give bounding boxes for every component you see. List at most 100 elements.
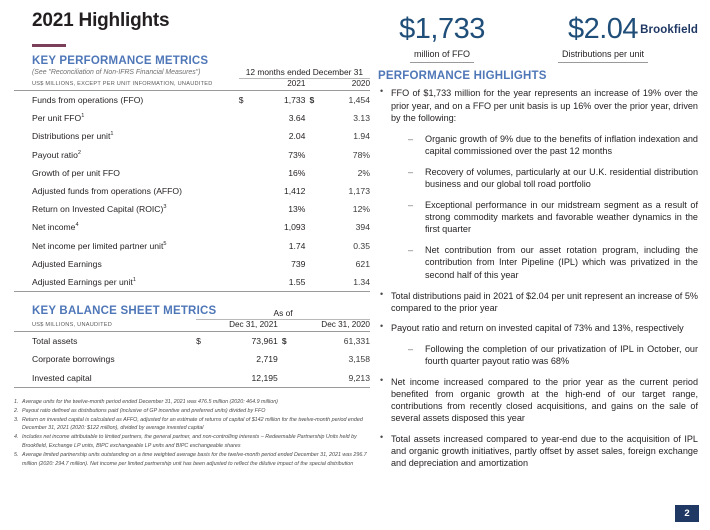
section-heading-kpm: KEY PERFORMANCE METRICS xyxy=(32,55,209,67)
row-value-prior: $61,331 xyxy=(282,332,370,351)
table-note-row: As of xyxy=(14,308,370,321)
section-heading-performance: PERFORMANCE HIGHLIGHTS xyxy=(378,70,547,83)
row-value-current: 2.04 xyxy=(288,131,306,142)
kbsm-span-header: As of xyxy=(196,308,370,321)
key-balance-sheet-metrics-table: As of US$ MILLIONS, UNAUDITED Dec 31, 20… xyxy=(14,308,370,388)
bullet-text: FFO of $1,733 million for the year repre… xyxy=(391,88,698,123)
hero-metric-ffo: $1,733 million of FFO xyxy=(378,14,506,64)
row-label: Invested capital xyxy=(32,372,92,383)
right-column: $1,733 million of FFO $2.04 Distribution… xyxy=(378,14,698,477)
currency-spacer xyxy=(239,109,251,127)
kpm-col-current: 2021 xyxy=(287,79,306,88)
row-label: Distributions per unit1 xyxy=(32,131,114,142)
row-label: Net income4 xyxy=(32,222,79,233)
hero-metrics: $1,733 million of FFO $2.04 Distribution… xyxy=(378,14,698,64)
currency-symbol-prior: $ xyxy=(281,336,287,347)
currency-spacer xyxy=(239,273,251,292)
table-row: Corporate borrowings 2,719 3,158 xyxy=(14,350,370,368)
footnote-number: 3. xyxy=(14,416,19,423)
row-value-current: 1,093 xyxy=(283,222,306,233)
row-value-current: 2,719 xyxy=(256,354,278,365)
row-value-current: 13% xyxy=(288,204,306,215)
bullet-item: Total distributions paid in 2021 of $2.0… xyxy=(378,289,698,314)
kpm-note: (See "Reconciliation of Non-IFRS Financi… xyxy=(32,69,201,77)
row-value-prior: 621 xyxy=(355,258,370,269)
bullet-item: FFO of $1,733 million for the year repre… xyxy=(378,86,698,281)
footnote-item: 2. Payout ratio defined as distributions… xyxy=(14,407,370,416)
row-value-prior: 0.35 xyxy=(353,240,370,251)
table-row: Funds from operations (FFO) $ 1,733 $1,4… xyxy=(14,90,370,110)
footnote-marker: 2 xyxy=(77,149,81,156)
row-label: Corporate borrowings xyxy=(32,354,115,365)
currency-spacer xyxy=(239,146,251,164)
currency-spacer xyxy=(239,237,251,255)
sub-bullet-item: Exceptional performance in our midstream… xyxy=(391,199,698,235)
row-label: Total assets xyxy=(32,336,78,347)
footnote-item: 1. Average units for the twelve-month pe… xyxy=(14,398,370,407)
footnote-text: Includes net income attributable to limi… xyxy=(22,434,357,450)
row-value-current: 1,412 xyxy=(283,186,306,197)
table-row: Net income per limited partner unit5 1.7… xyxy=(14,237,370,255)
row-value-prior: 78% xyxy=(352,149,370,160)
left-column: 2021 Highlights KEY PERFORMANCE METRICS … xyxy=(14,10,370,469)
row-value-current: 739 xyxy=(291,258,306,269)
table-row: Per unit FFO1 3.64 3.13 xyxy=(14,109,370,127)
table-row: Payout ratio2 73% 78% xyxy=(14,146,370,164)
table-row: Invested capital 12,195 9,213 xyxy=(14,368,370,388)
footnote-marker: 1 xyxy=(110,131,114,138)
row-value-current: 1,733 xyxy=(283,95,306,106)
footnote-number: 5. xyxy=(14,452,19,459)
row-value-current: 73,961 xyxy=(251,336,278,347)
footnote-text: Average limited partnership units outsta… xyxy=(22,452,367,467)
sub-bullet-list: Following the completion of our privatiz… xyxy=(391,343,698,367)
table-note-row: (See "Reconciliation of Non-IFRS Financi… xyxy=(14,67,370,79)
footnote-marker: 1 xyxy=(81,113,85,120)
row-value-prior: $1,454 xyxy=(309,91,370,110)
row-label: Adjusted Earnings per unit1 xyxy=(32,276,136,287)
row-label: Adjusted Earnings xyxy=(32,258,102,269)
bullet-text: Payout ratio and return on invested capi… xyxy=(391,322,684,333)
sub-bullet-item: Organic growth of 9% due to the benefits… xyxy=(391,133,698,157)
row-label: Net income per limited partner unit5 xyxy=(32,240,167,251)
kbsm-col-prior: Dec 31, 2020 xyxy=(321,320,370,330)
row-label: Payout ratio2 xyxy=(32,149,81,160)
kpm-col-prior: 2020 xyxy=(351,79,370,88)
bullet-item: Payout ratio and return on invested capi… xyxy=(378,321,698,367)
page-title: 2021 Highlights xyxy=(32,10,170,31)
currency-symbol: $ xyxy=(238,95,244,106)
row-value-prior: 394 xyxy=(355,222,370,233)
row-value-prior: 1,173 xyxy=(348,186,370,197)
kpm-span-header: 12 months ended December 31 xyxy=(238,67,370,79)
footnote-marker: 1 xyxy=(132,277,136,284)
page-number-badge: 2 xyxy=(675,505,699,522)
row-value-current: 73% xyxy=(288,149,306,160)
footnote-marker: 4 xyxy=(75,222,79,229)
currency-symbol-prior: $ xyxy=(309,95,315,106)
currency-spacer xyxy=(239,200,251,218)
kpm-units: US$ MILLIONS, EXCEPT PER UNIT INFORMATIO… xyxy=(32,81,213,88)
row-value-prior: 9,213 xyxy=(348,372,370,383)
currency-spacer xyxy=(239,127,251,145)
row-value-prior: 3.13 xyxy=(353,113,370,124)
footnote-text: Return on invested capital is calculated… xyxy=(22,416,363,432)
footnote-marker: 3 xyxy=(163,204,167,211)
row-value-prior-text: 61,331 xyxy=(343,336,370,347)
row-value-current: 3.64 xyxy=(288,113,306,124)
hero-label: million of FFO xyxy=(409,48,474,64)
sub-bullet-item: Net contribution from our asset rotation… xyxy=(391,244,698,280)
brand-logo: Brookfield xyxy=(640,24,698,36)
currency-spacer xyxy=(196,350,208,368)
footnote-marker: 5 xyxy=(163,240,167,247)
bullet-item: Total assets increased compared to year-… xyxy=(378,431,698,469)
table-row: Adjusted Earnings per unit1 1.55 1.34 xyxy=(14,273,370,292)
footnote-text: Average units for the twelve-month perio… xyxy=(22,398,278,405)
row-value-current: 1.74 xyxy=(288,240,306,251)
currency-spacer xyxy=(239,218,251,236)
bullet-item: Net income increased compared to the pri… xyxy=(378,375,698,424)
footnote-text: Payout ratio defined as distributions pa… xyxy=(22,407,266,414)
table-row: Adjusted Earnings 739 621 xyxy=(14,255,370,273)
row-value-prior: 2% xyxy=(357,167,370,178)
hero-metric-distributions: $2.04 Distributions per unit xyxy=(530,14,676,64)
sub-bullet-list: Organic growth of 9% due to the benefits… xyxy=(391,133,698,281)
